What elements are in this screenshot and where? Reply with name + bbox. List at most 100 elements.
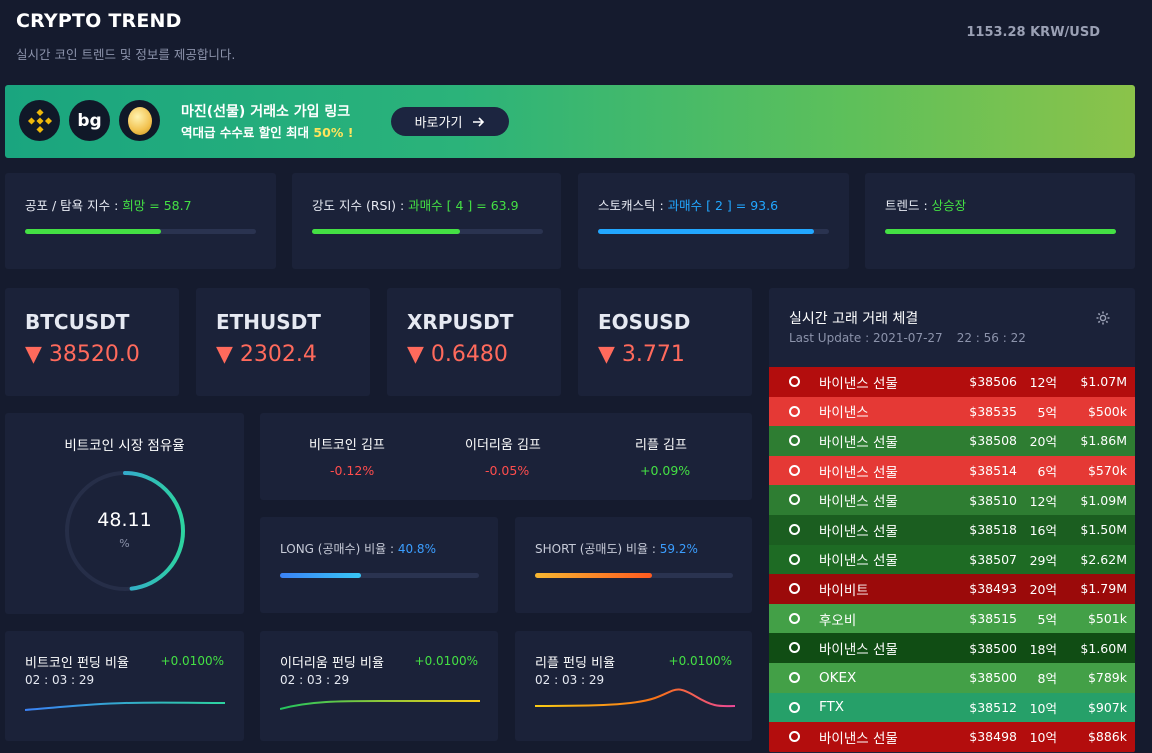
whale-usd: $907k [1087, 699, 1127, 715]
whale-trade-row: 후오비 $38515 5억 $501k [769, 603, 1135, 634]
short-ratio-card: SHORT (공매도) 비율 : 59.2% [515, 517, 752, 613]
whale-price: $38498 [969, 729, 1017, 745]
circle-icon [789, 524, 800, 535]
ticker-btcusdt[interactable]: BTCUSDT ▼ 38520.0 [5, 288, 179, 396]
whale-amount: 16억 [1029, 523, 1057, 539]
whale-usd: $570k [1087, 463, 1127, 479]
whale-exchange: 바이낸스 선물 [819, 553, 898, 570]
ticker-symbol: BTCUSDT [25, 310, 130, 334]
whale-exchange: 바이낸스 선물 [819, 523, 898, 540]
btc-dominance-card: 비트코인 시장 점유율 48.11 % [5, 413, 244, 614]
kimp-eth-value: -0.05% [485, 463, 530, 478]
circle-icon [789, 494, 800, 506]
whale-trade-row: 바이낸스 선물 $38507 29억 $2.62M [769, 544, 1135, 575]
whale-usd: $1.50M [1080, 522, 1127, 538]
ticker-price: ▼ 0.6480 [407, 342, 508, 367]
funding-value: +0.0100% [668, 654, 732, 668]
long-ratio-label: LONG (공매수) 비율 : 40.8% [280, 542, 436, 556]
whale-exchange: 바이비트 [819, 582, 869, 599]
gear-icon[interactable] [1095, 310, 1111, 326]
ticker-symbol: ETHUSDT [216, 310, 321, 334]
funding-sparkline [535, 688, 735, 708]
banner-highlight: 50% ! [313, 125, 354, 140]
whale-exchange: 바이낸스 선물 [819, 730, 898, 747]
whale-trade-row: 바이낸스 선물 $38506 12억 $1.07M [769, 367, 1135, 397]
whale-usd: $501k [1087, 611, 1127, 627]
circle-icon [789, 731, 800, 743]
whale-amount: 6억 [1037, 464, 1057, 480]
whale-amount: 5억 [1037, 404, 1057, 420]
whale-amount: 10억 [1029, 700, 1057, 716]
whale-trade-row: OKEX $38500 8억 $789k [769, 663, 1135, 693]
whale-usd: $1.07M [1080, 374, 1127, 390]
whale-amount: 12억 [1029, 375, 1057, 391]
btc-funding-card: 비트코인 펀딩 비율 +0.0100% 02 : 03 : 29 [5, 631, 244, 741]
whale-price: $38508 [969, 433, 1017, 449]
fear-greed-card: 공포 / 탐욕 지수 : 희망 = 58.7 [5, 173, 276, 269]
exchange-signup-banner: bg 마진(선물) 거래소 가입 링크 역대급 수수료 할인 최대 50% ! … [5, 85, 1135, 158]
rsi-bar [312, 229, 543, 234]
whale-price: $38518 [969, 522, 1017, 538]
whale-amount: 29억 [1029, 552, 1057, 568]
kimp-btc-value: -0.12% [330, 463, 375, 478]
go-button[interactable]: 바로가기 [391, 107, 509, 136]
whale-price: $38514 [969, 463, 1017, 479]
dominance-title: 비트코인 시장 점유율 [64, 438, 185, 454]
go-button-label: 바로가기 [414, 116, 463, 131]
ticker-price: ▼ 2302.4 [216, 342, 317, 367]
circle-icon [789, 376, 800, 387]
whale-exchange: 바이낸스 선물 [819, 375, 898, 392]
whale-trade-row: 바이비트 $38493 20억 $1.79M [769, 574, 1135, 604]
whale-trade-row: 바이낸스 선물 $38508 20억 $1.86M [769, 426, 1135, 456]
whale-price: $38512 [969, 699, 1017, 715]
whale-amount: 18억 [1029, 641, 1057, 657]
whale-exchange: FTX [819, 699, 845, 716]
stochastic-card: 스토캐스틱 : 과매수 [ 2 ] = 93.6 [578, 173, 849, 269]
kimp-xrp-value: +0.09% [640, 463, 691, 478]
fear-greed-label: 공포 / 탐욕 지수 : 희망 = 58.7 [25, 198, 192, 213]
ticker-ethusdt[interactable]: ETHUSDT ▼ 2302.4 [196, 288, 370, 396]
binance-logo-icon [19, 100, 60, 141]
banner-headline: 마진(선물) 거래소 가입 링크 [181, 104, 351, 120]
dominance-gauge [65, 471, 185, 591]
whale-price: $38493 [969, 581, 1017, 597]
whale-trade-row: FTX $38512 10억 $907k [769, 692, 1135, 723]
whale-price: $38500 [969, 670, 1017, 686]
funding-timer: 02 : 03 : 29 [280, 673, 350, 687]
arrow-right-icon [473, 116, 485, 127]
ticker-xrpusdt[interactable]: XRPUSDT ▼ 0.6480 [387, 288, 561, 396]
funding-timer: 02 : 03 : 29 [25, 673, 95, 687]
dominance-unit: % [119, 537, 130, 550]
ticker-price: ▼ 3.771 [598, 342, 685, 367]
funding-label: 비트코인 펀딩 비율 [25, 656, 129, 671]
kimp-eth-label: 이더리움 김프 [465, 438, 541, 453]
long-ratio-bar [280, 573, 479, 578]
long-ratio-card: LONG (공매수) 비율 : 40.8% [260, 517, 498, 613]
whale-price: $38510 [969, 492, 1017, 508]
whale-price: $38506 [969, 374, 1017, 390]
whale-price: $38500 [969, 640, 1017, 656]
whale-title: 실시간 고래 거래 체결 [789, 311, 919, 327]
whale-amount: 12억 [1029, 493, 1057, 509]
whale-price: $38535 [969, 403, 1017, 419]
whale-amount: 20억 [1029, 582, 1057, 598]
whale-usd: $1.09M [1080, 492, 1127, 508]
whale-exchange: 바이낸스 선물 [819, 464, 898, 481]
whale-exchange: 바이낸스 선물 [819, 642, 898, 659]
whale-trade-row: 바이낸스 선물 $38500 18억 $1.60M [769, 633, 1135, 663]
whale-trade-row: 바이낸스 $38535 5억 $500k [769, 396, 1135, 427]
whale-usd: $500k [1087, 403, 1127, 419]
funding-label: 리플 펀딩 비율 [535, 656, 616, 671]
whale-amount: 8억 [1037, 671, 1057, 687]
trend-label: 트렌드 : 상승장 [885, 198, 967, 213]
ticker-eosusd[interactable]: EOSUSD ▼ 3.771 [578, 288, 752, 396]
dominance-value: 48.11 [97, 509, 152, 531]
whale-trades-panel: 실시간 고래 거래 체결 Last Update : 2021-07-27 22 … [769, 288, 1135, 753]
trend-bar [885, 229, 1116, 234]
whale-trade-row: 바이낸스 선물 $38510 12억 $1.09M [769, 485, 1135, 515]
whale-price: $38515 [969, 611, 1017, 627]
whale-usd: $789k [1087, 670, 1127, 686]
stochastic-bar [598, 229, 829, 234]
bitget-logo-icon: bg [69, 100, 110, 141]
whale-usd: $2.62M [1080, 551, 1127, 567]
